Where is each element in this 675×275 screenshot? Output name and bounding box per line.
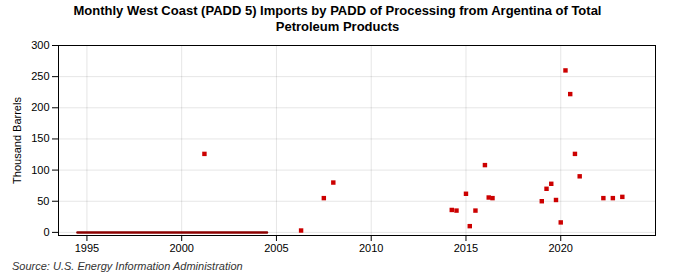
svg-text:2015: 2015	[454, 242, 478, 254]
svg-text:300: 300	[31, 39, 49, 51]
html-text:Monthly West Coast (PADD 5) Im: Monthly West Coast (PADD 5) Imports by P…	[73, 3, 602, 34]
svg-text:200: 200	[31, 101, 49, 113]
svg-text:0: 0	[43, 226, 49, 238]
svg-text:250: 250	[31, 70, 49, 82]
html-text:Source: U.S. Energy Informatio: Source: U.S. Energy Information Administ…	[12, 260, 243, 272]
svg-text:2020: 2020	[548, 242, 572, 254]
svg-text:1995: 1995	[75, 242, 99, 254]
svg-text:Thousand Barrels: Thousand Barrels	[11, 97, 23, 184]
svg-text:150: 150	[31, 132, 49, 144]
svg-text:2010: 2010	[359, 242, 383, 254]
svg-text:100: 100	[31, 164, 49, 176]
svg-text:50: 50	[37, 195, 49, 207]
svg-text:2000: 2000	[169, 242, 193, 254]
svg-text:2005: 2005	[264, 242, 288, 254]
